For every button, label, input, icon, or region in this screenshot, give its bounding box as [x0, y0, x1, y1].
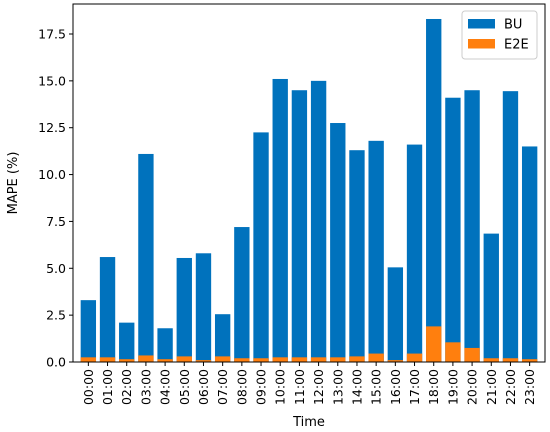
- bar-bu-7: [214, 314, 231, 362]
- bar-bu-21: [483, 233, 499, 362]
- bar-e2e-8: [234, 358, 250, 362]
- x-tick-label: 23:00: [522, 369, 537, 405]
- bar-bu-17: [406, 144, 423, 362]
- bar-e2e-3: [138, 355, 154, 362]
- x-tick-label: 10:00: [273, 369, 288, 405]
- bar-bu-8: [234, 227, 250, 362]
- x-tick-label: 06:00: [196, 369, 211, 405]
- y-axis-label: MAPE (%): [6, 152, 21, 215]
- bar-bu-5: [176, 257, 192, 362]
- bar-bu-13: [330, 123, 346, 363]
- bar-e2e-6: [195, 360, 212, 362]
- bar-e2e-17: [406, 353, 423, 362]
- x-tick-label: 13:00: [330, 369, 345, 405]
- y-tick-label: 12.5: [38, 120, 66, 135]
- bar-e2e-1: [99, 357, 116, 362]
- bar-bu-18: [426, 18, 442, 363]
- bar-bu-1: [99, 257, 116, 362]
- bar-bu-4: [157, 328, 173, 362]
- x-tick-label: 09:00: [254, 369, 269, 405]
- bar-bu-6: [195, 253, 212, 362]
- bar-bu-19: [445, 97, 461, 362]
- x-tick-label: 15:00: [369, 369, 384, 405]
- x-tick-label: 05:00: [177, 369, 192, 405]
- bar-bu-22: [502, 91, 519, 362]
- bar-bu-9: [253, 132, 269, 362]
- legend-swatch-e2e: [468, 39, 495, 49]
- x-tick-label: 12:00: [311, 369, 326, 405]
- bar-e2e-12: [310, 357, 327, 362]
- bars-group: [80, 18, 538, 363]
- bar-e2e-13: [330, 357, 346, 362]
- legend-swatch-bu: [468, 19, 495, 29]
- bar-bu-12: [310, 80, 327, 362]
- bar-e2e-10: [272, 357, 288, 362]
- bar-bu-20: [464, 90, 480, 362]
- x-tick-label: 03:00: [138, 369, 153, 405]
- x-axis: 00:00 01:00 02:00 03:00 04:00 05:00 06:00 07:00…: [81, 362, 537, 405]
- x-tick-label: 17:00: [407, 369, 422, 405]
- legend-label-bu: BU: [504, 18, 522, 33]
- y-tick-label: 17.5: [38, 26, 66, 41]
- bar-e2e-11: [291, 357, 308, 362]
- bar-e2e-4: [157, 359, 173, 362]
- bar-e2e-15: [368, 353, 384, 362]
- x-tick-label: 14:00: [349, 369, 364, 405]
- x-tick-label: 18:00: [426, 369, 441, 405]
- bar-e2e-22: [502, 358, 519, 362]
- bar-e2e-9: [253, 358, 269, 362]
- plot-frame: [72, 3, 546, 363]
- bar-e2e-5: [176, 356, 192, 362]
- bar-bu-23: [521, 146, 538, 362]
- y-tick-label: 2.5: [46, 308, 66, 323]
- y-axis: 0.0 2.5 5.0 7.5 10.0 12.5 15.0 17.5: [38, 26, 73, 370]
- y-tick-label: 5.0: [46, 261, 66, 276]
- legend-label-e2e: E2E: [504, 38, 529, 53]
- bar-e2e-23: [521, 359, 538, 362]
- bar-bu-3: [138, 153, 154, 362]
- x-tick-label: 07:00: [215, 369, 230, 405]
- x-tick-label: 08:00: [234, 369, 249, 405]
- bar-bu-15: [368, 140, 384, 362]
- x-tick-label: 02:00: [119, 369, 134, 405]
- bar-e2e-2: [119, 359, 135, 362]
- x-tick-label: 20:00: [465, 369, 480, 405]
- bar-e2e-0: [80, 357, 97, 362]
- bar-bu-16: [387, 267, 404, 362]
- x-tick-label: 00:00: [81, 369, 96, 405]
- bar-e2e-16: [387, 360, 404, 362]
- bar-e2e-20: [464, 347, 480, 362]
- bar-bu-11: [291, 90, 308, 362]
- bar-e2e-7: [214, 356, 231, 362]
- bar-e2e-19: [445, 342, 461, 362]
- x-tick-label: 21:00: [484, 369, 499, 405]
- bar-bu-10: [272, 78, 288, 362]
- x-tick-label: 04:00: [158, 369, 173, 405]
- y-tick-label: 15.0: [38, 73, 66, 88]
- bar-e2e-21: [483, 358, 499, 362]
- y-tick-label: 10.0: [38, 167, 66, 182]
- x-tick-label: 01:00: [100, 369, 115, 405]
- x-tick-label: 19:00: [445, 369, 460, 405]
- y-tick-label: 0.0: [46, 355, 66, 370]
- bar-bu-14: [349, 150, 365, 362]
- bar-bu-0: [80, 300, 97, 362]
- bar-bu-2: [119, 322, 135, 362]
- legend: BU E2E: [461, 10, 538, 60]
- bar-e2e-18: [426, 326, 442, 362]
- bar-e2e-14: [349, 356, 365, 362]
- y-tick-label: 7.5: [46, 214, 66, 229]
- x-tick-label: 16:00: [388, 369, 403, 405]
- x-axis-label: Time: [292, 415, 325, 430]
- x-tick-label: 22:00: [503, 369, 518, 405]
- x-tick-label: 11:00: [292, 369, 307, 405]
